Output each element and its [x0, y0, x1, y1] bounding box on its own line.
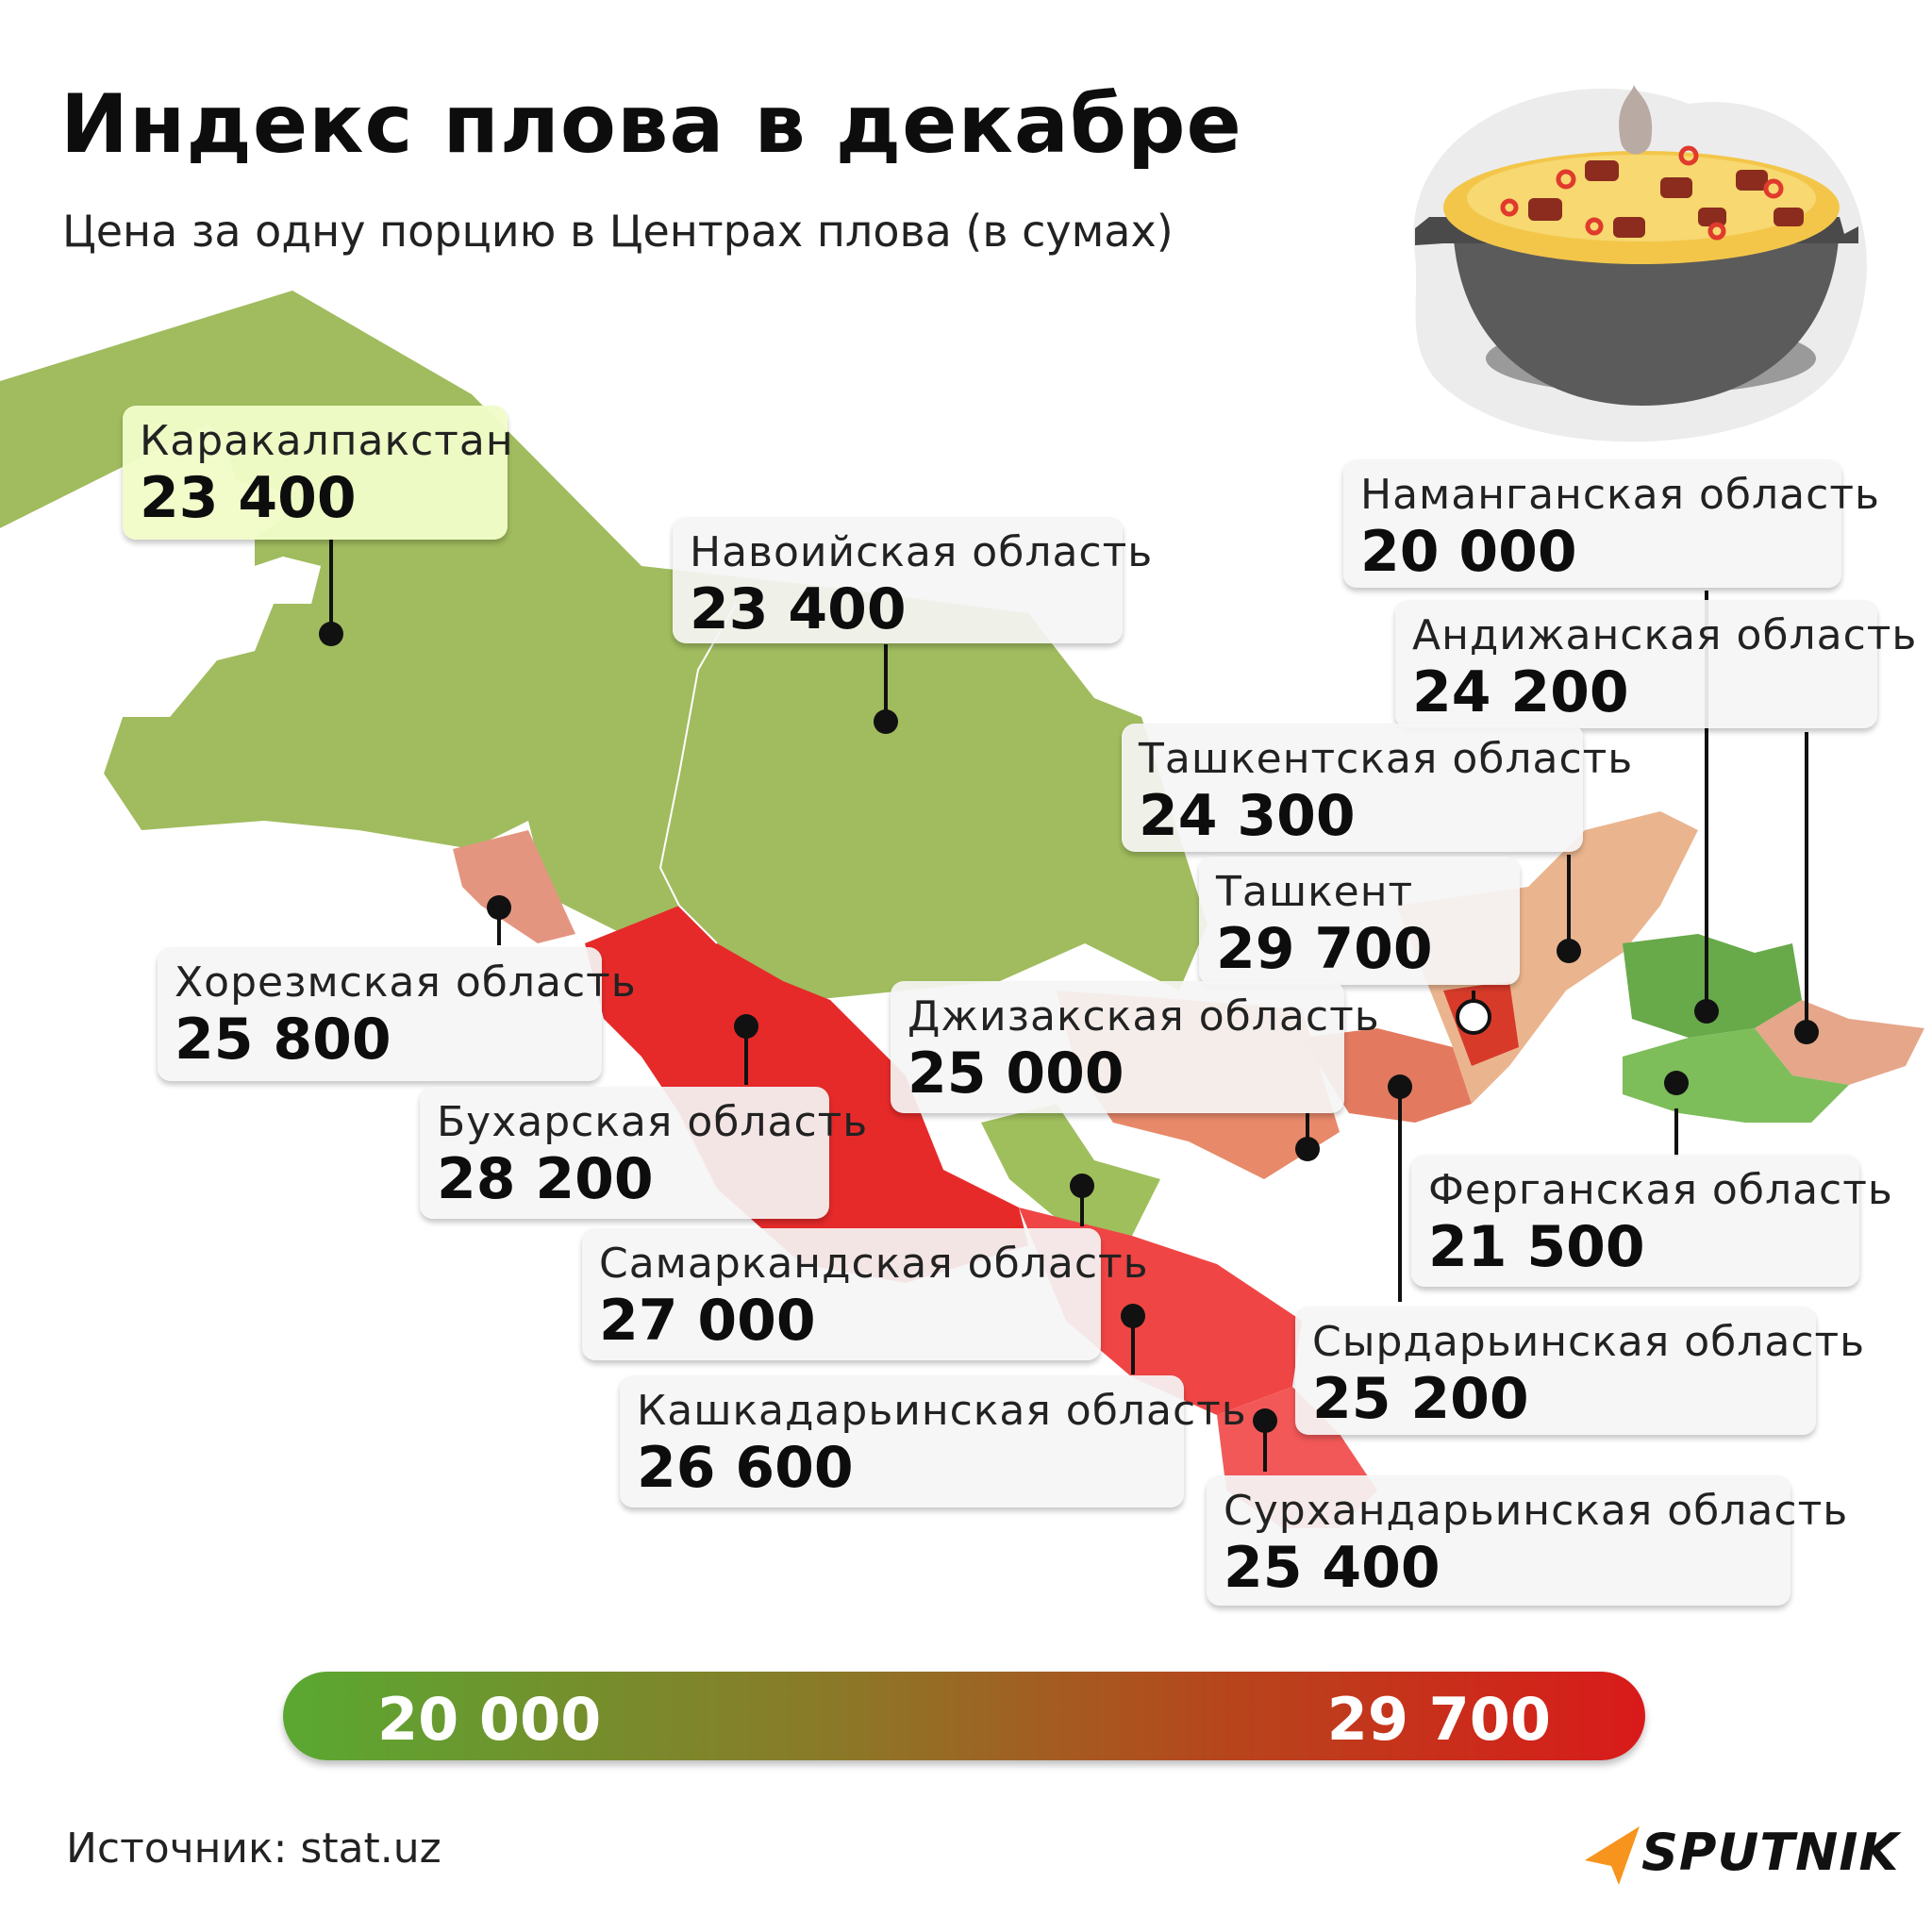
region-samarkand-shape [981, 1104, 1160, 1236]
region-namangan-shape [1623, 934, 1802, 1038]
region-name: Сурхандарьинская область [1224, 1487, 1849, 1535]
region-value: 24 300 [1139, 783, 1356, 849]
region-syrdarya-shape [1302, 1028, 1472, 1123]
price-legend-gradient: 20 000 29 700 [283, 1672, 1645, 1760]
region-name: Ферганская область [1428, 1166, 1893, 1214]
marker-tashkent-region [1557, 939, 1581, 963]
sputnik-logo: SPUTNIK [1581, 1819, 1898, 1894]
region-name: Хорезмская область [175, 958, 637, 1007]
region-card-surkhandarya: Сурхандарьинская область 25 400 [1207, 1475, 1849, 1606]
region-value: 27 000 [599, 1288, 816, 1354]
region-value: 26 600 [637, 1435, 854, 1501]
region-card-samarkand: Самаркандская область 27 000 [582, 1228, 1149, 1360]
region-value: 29 700 [1216, 916, 1433, 982]
region-fergana-shape [1623, 1028, 1849, 1123]
marker-jizzakh [1295, 1137, 1320, 1161]
region-card-karakalpakstan: Каракалпакстан 23 400 [123, 406, 514, 540]
marker-navoi [874, 709, 898, 734]
region-card-bukhara: Бухарская область 28 200 [420, 1087, 869, 1219]
region-value: 25 400 [1224, 1535, 1441, 1601]
marker-andijan [1794, 1020, 1819, 1044]
region-card-jizzakh: Джизакская область 25 000 [891, 981, 1380, 1113]
marker-khorezm [487, 895, 511, 920]
region-card-kashkadarya: Кашкадарьинская область 26 600 [620, 1375, 1247, 1507]
region-name: Каракалпакстан [140, 417, 514, 465]
marker-samarkand [1070, 1174, 1094, 1198]
region-card-navoi: Навоийская область 23 400 [673, 517, 1154, 643]
sputnik-arrow-icon [1585, 1826, 1640, 1885]
region-value: 25 200 [1312, 1366, 1529, 1432]
marker-syrdarya [1388, 1074, 1412, 1099]
page-subtitle: Цена за одну порцию в Центрах плова (в с… [62, 206, 1174, 257]
region-name: Ташкент [1216, 868, 1414, 916]
page-title: Индекс плова в декабре [60, 77, 1242, 172]
region-value: 23 400 [690, 576, 907, 642]
region-andijan-shape [1755, 1000, 1924, 1085]
source-note: Источник: stat.uz [66, 1824, 441, 1873]
region-name: Джизакская область [908, 992, 1380, 1041]
region-value: 21 500 [1428, 1214, 1645, 1280]
region-name: Ташкентская область [1139, 735, 1634, 783]
region-value: 25 000 [908, 1041, 1124, 1107]
region-card-tashkent: Ташкент 29 700 [1199, 857, 1520, 985]
region-value: 24 200 [1412, 659, 1629, 725]
marker-tashkent [1456, 999, 1491, 1035]
region-value: 20 000 [1360, 519, 1577, 585]
region-name: Сырдарьинская область [1312, 1318, 1866, 1366]
region-name: Кашкадарьинская область [637, 1387, 1247, 1435]
plov-pot-illustration [1377, 66, 1877, 457]
region-value: 28 200 [437, 1146, 654, 1212]
region-name: Андижанская область [1412, 611, 1918, 659]
region-card-tashkent-region: Ташкентская область 24 300 [1122, 724, 1634, 852]
region-name: Самаркандская область [599, 1240, 1149, 1288]
region-name: Навоийская область [690, 528, 1154, 576]
region-card-fergana: Ферганская область 21 500 [1411, 1155, 1893, 1287]
region-card-namangan: Наманганская область 20 000 [1343, 459, 1880, 588]
marker-bukhara [734, 1014, 758, 1039]
region-card-khorezm: Хорезмская область 25 800 [158, 947, 637, 1081]
region-name: Наманганская область [1360, 471, 1880, 519]
region-value: 23 400 [140, 465, 357, 531]
marker-surkhandarya [1253, 1408, 1277, 1433]
region-card-syrdarya: Сырдарьинская область 25 200 [1295, 1307, 1866, 1435]
marker-namangan [1694, 999, 1719, 1024]
marker-karakalpakstan [319, 622, 343, 646]
region-khorezm-shape [453, 830, 575, 943]
region-name: Бухарская область [437, 1098, 869, 1146]
brand-wordmark: SPUTNIK [1641, 1823, 1900, 1882]
marker-fergana [1664, 1071, 1689, 1095]
legend-max-value: 29 700 [1326, 1685, 1551, 1754]
region-card-andijan: Андижанская область 24 200 [1395, 600, 1918, 728]
legend-min-value: 20 000 [377, 1685, 602, 1754]
marker-kashkadarya [1121, 1304, 1145, 1328]
region-value: 25 800 [175, 1007, 391, 1073]
